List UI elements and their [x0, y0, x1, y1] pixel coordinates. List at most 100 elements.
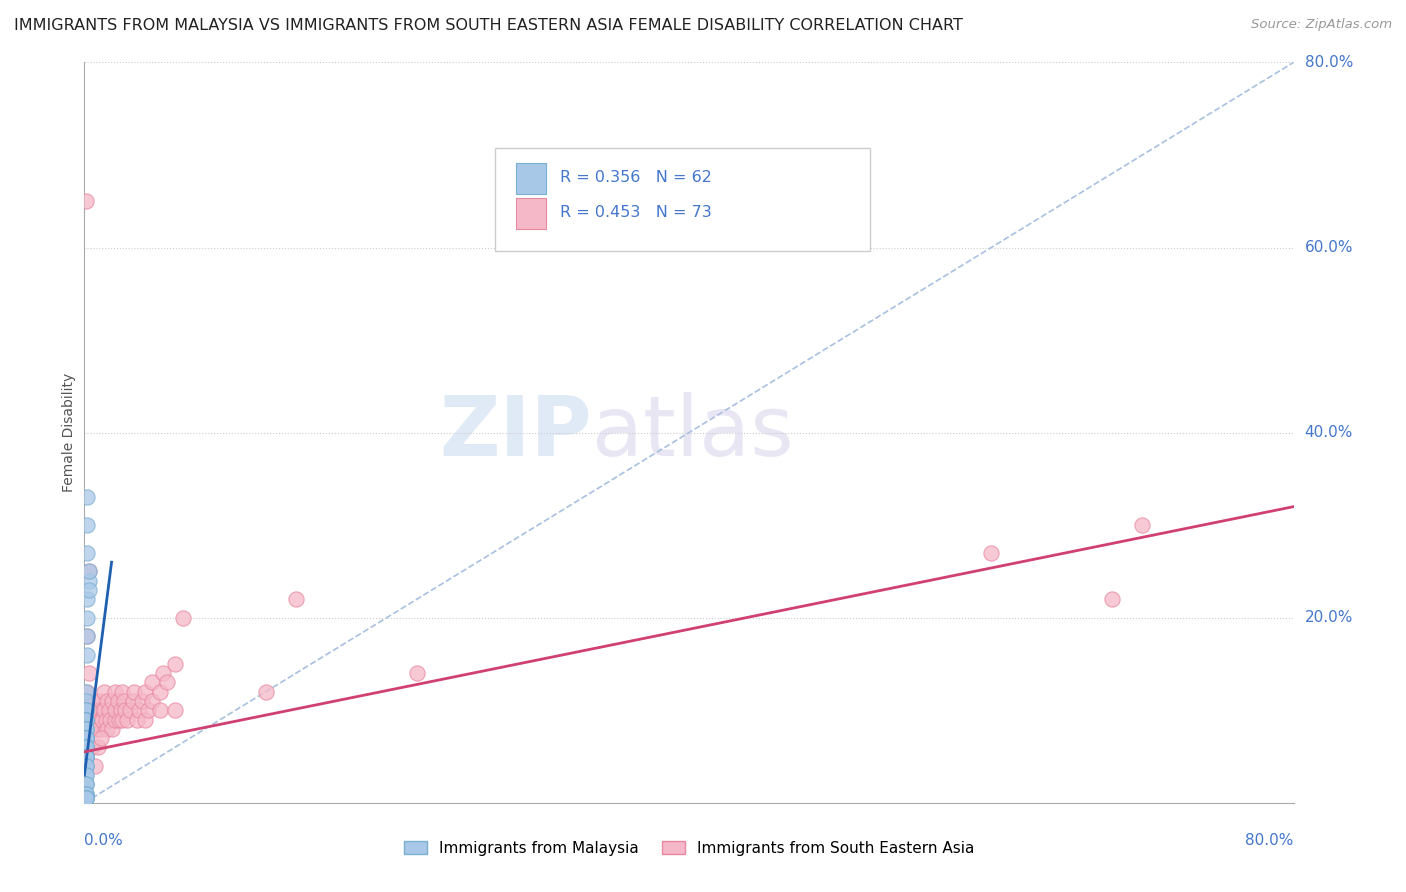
Text: 60.0%: 60.0% — [1305, 240, 1353, 255]
Point — [90, 731, 112, 745]
Point — [86, 713, 108, 727]
Point — [75, 777, 97, 791]
Point — [75, 703, 97, 717]
Point — [87, 740, 110, 755]
Point — [75, 722, 97, 736]
Point — [1130, 518, 1153, 533]
Point — [254, 685, 277, 699]
Point — [76, 629, 98, 643]
Point — [172, 610, 194, 624]
Point — [75, 749, 97, 764]
Point — [80, 703, 103, 717]
Point — [75, 685, 97, 699]
Point — [76, 648, 98, 662]
Point — [111, 685, 134, 699]
Point — [75, 194, 97, 209]
Point — [76, 491, 98, 505]
Point — [141, 694, 163, 708]
FancyBboxPatch shape — [516, 163, 547, 194]
Point — [75, 731, 97, 745]
Point — [79, 722, 101, 736]
Point — [76, 546, 98, 560]
Point — [122, 685, 145, 699]
Point — [149, 703, 172, 717]
Point — [75, 787, 97, 801]
Point — [75, 791, 97, 805]
Point — [152, 666, 174, 681]
Point — [75, 791, 97, 805]
Point — [75, 791, 97, 805]
Point — [77, 565, 100, 579]
Point — [77, 703, 100, 717]
FancyBboxPatch shape — [495, 147, 870, 252]
Point — [89, 713, 111, 727]
Point — [75, 703, 97, 717]
Point — [100, 722, 122, 736]
Point — [121, 694, 143, 708]
Point — [75, 740, 97, 755]
Point — [75, 731, 97, 745]
Point — [77, 703, 100, 717]
Point — [76, 592, 98, 607]
Point — [75, 791, 97, 805]
Point — [90, 722, 112, 736]
Point — [75, 749, 97, 764]
Point — [91, 703, 114, 717]
Point — [75, 740, 97, 755]
Point — [134, 685, 156, 699]
Point — [136, 703, 159, 717]
Point — [82, 713, 104, 727]
Point — [110, 703, 132, 717]
Point — [128, 703, 150, 717]
Point — [84, 722, 107, 736]
Point — [75, 740, 97, 755]
Point — [111, 713, 134, 727]
Point — [107, 694, 129, 708]
Text: 0.0%: 0.0% — [84, 833, 124, 848]
Point — [75, 740, 97, 755]
Point — [80, 713, 103, 727]
Point — [75, 731, 97, 745]
Point — [165, 703, 187, 717]
Point — [75, 791, 97, 805]
Text: Source: ZipAtlas.com: Source: ZipAtlas.com — [1251, 18, 1392, 31]
Point — [112, 694, 135, 708]
Point — [285, 592, 308, 607]
Point — [94, 713, 117, 727]
Point — [75, 791, 97, 805]
Point — [75, 713, 97, 727]
Point — [165, 657, 187, 671]
Point — [104, 703, 127, 717]
Point — [77, 565, 100, 579]
Point — [76, 610, 98, 624]
Point — [96, 722, 118, 736]
Text: atlas: atlas — [592, 392, 794, 473]
Point — [97, 703, 120, 717]
Point — [80, 694, 103, 708]
Point — [75, 791, 97, 805]
Point — [1101, 592, 1123, 607]
Point — [75, 713, 97, 727]
Point — [75, 787, 97, 801]
Point — [156, 675, 179, 690]
Point — [75, 694, 97, 708]
Point — [75, 749, 97, 764]
Point — [75, 713, 97, 727]
Point — [115, 713, 138, 727]
Point — [98, 713, 121, 727]
Text: ZIP: ZIP — [440, 392, 592, 473]
Text: R = 0.356   N = 62: R = 0.356 N = 62 — [560, 170, 711, 186]
Point — [89, 694, 111, 708]
Point — [80, 740, 103, 755]
Point — [149, 685, 172, 699]
Point — [91, 713, 114, 727]
Point — [114, 703, 136, 717]
Point — [84, 703, 107, 717]
Point — [75, 722, 97, 736]
Point — [75, 749, 97, 764]
Point — [75, 758, 97, 772]
Point — [75, 791, 97, 805]
Point — [75, 731, 97, 745]
Point — [100, 694, 122, 708]
Point — [980, 546, 1002, 560]
